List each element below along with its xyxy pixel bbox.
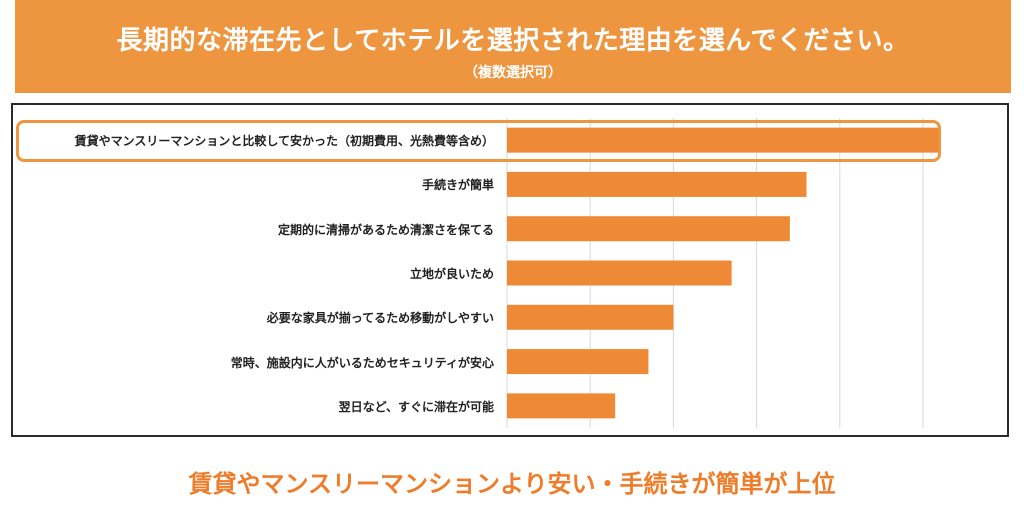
bar-0 xyxy=(507,127,940,153)
category-label-1: 手続きが簡単 xyxy=(421,178,494,193)
category-label-6: 翌日など、すぐに滞在が可能 xyxy=(338,399,494,414)
bar-1 xyxy=(507,171,807,197)
category-label-4: 必要な家具が揃ってるため移動がしやすい xyxy=(266,311,494,326)
page-subtitle: （複数選択可） xyxy=(464,65,562,81)
bar-2 xyxy=(507,216,790,242)
bar-5 xyxy=(507,349,649,375)
category-label-0: 賃貸やマンスリーマンションと比較して安かった（初期費用、光熱費等含め） xyxy=(74,134,494,149)
bar-3 xyxy=(507,260,732,286)
page-title: 長期的な滞在先としてホテルを選択された理由を選んでください。 xyxy=(116,26,910,56)
bar-6 xyxy=(507,393,616,419)
bar-4 xyxy=(507,304,674,330)
header-banner: 長期的な滞在先としてホテルを選択された理由を選んでください。 （複数選択可） xyxy=(15,0,1011,93)
category-label-5: 常時、施設内に人がいるためセキュリティが安心 xyxy=(230,355,494,370)
category-label-3: 立地が良いため xyxy=(409,267,494,281)
top-reason-highlight xyxy=(16,120,941,162)
category-label-2: 定期的に清掃があるため清潔さを保てる xyxy=(277,222,494,237)
conclusion-text: 賃貸やマンスリーマンションより安い・手続きが簡単が上位 xyxy=(188,470,836,498)
